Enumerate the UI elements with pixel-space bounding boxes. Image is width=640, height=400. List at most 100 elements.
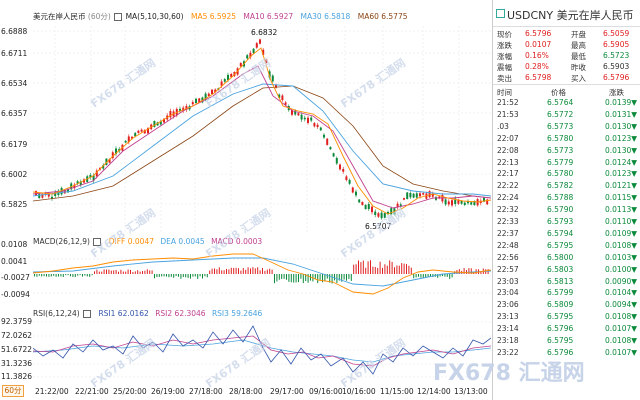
tick-row[interactable]: 22:56 6.5800 0.0103▼: [497, 253, 637, 264]
macd-histogram-bar: [175, 274, 177, 277]
tick-row[interactable]: 23:22 6.5796 0.0107▼: [497, 348, 637, 359]
candle-body: [403, 198, 405, 200]
macd-histogram-bar: [101, 271, 103, 274]
macd-histogram-bar: [281, 274, 283, 279]
macd-histogram-bar: [374, 267, 376, 274]
tick-row[interactable]: 22:13 6.5779 0.0124▼: [497, 158, 637, 169]
settings-icon[interactable]: [496, 9, 505, 18]
tick-row[interactable]: 23:03 6.5813 0.0090▼: [497, 277, 637, 288]
candle-body: [265, 59, 268, 63]
candle-body: [195, 98, 197, 103]
tick-time: 22:48: [497, 240, 519, 250]
macd-histogram-bar: [355, 264, 357, 274]
macd-histogram-bar: [108, 269, 110, 274]
tick-row[interactable]: 22:17 6.5780 0.0123▼: [497, 169, 637, 180]
tick-price: 6.5779: [547, 157, 574, 167]
macd-settings-toggle[interactable]: [93, 238, 102, 246]
tick-row[interactable]: 23:18 6.5795 0.0108▼: [497, 336, 637, 347]
macd-histogram-bar: [379, 261, 381, 274]
tick-row[interactable]: 22:37 6.5794 0.0109▼: [497, 229, 637, 240]
candle-body: [310, 117, 313, 121]
rsi-settings-toggle[interactable]: [83, 310, 92, 318]
tick-row[interactable]: 22:57 6.5803 0.0100▼: [497, 265, 637, 276]
macd-histogram-bar: [156, 274, 158, 278]
candle-body: [38, 194, 41, 199]
tick-time: 22:32: [497, 205, 519, 215]
candle-body: [51, 196, 53, 199]
tick-row[interactable]: 23:04 6.5799 0.0104▼: [497, 288, 637, 299]
candle-body: [431, 193, 434, 197]
candle-body: [281, 95, 284, 101]
tick-time: 22:57: [497, 264, 519, 274]
macd-histogram-bar: [367, 261, 369, 274]
macd-histogram-bar: [377, 267, 379, 274]
quote-row: 卖出 6.5798 买入 6.5796: [497, 73, 637, 84]
macd-histogram-bar: [238, 268, 239, 274]
quote-row: 现价 6.5796 开盘 6.5059: [497, 29, 637, 40]
tick-row[interactable]: 21:52 6.5764 0.0139▼: [497, 98, 637, 109]
macd-histogram-bar: [96, 269, 98, 274]
macd-histogram-bar: [144, 270, 146, 274]
tick-row[interactable]: 23:14 6.5796 0.0107▼: [497, 324, 637, 335]
macd-histogram-bar: [276, 274, 278, 282]
rsi-tick: 51.6722: [1, 345, 33, 354]
macd-histogram-bar: [221, 270, 223, 274]
tick-row[interactable]: 23:06 6.5809 0.0094▼: [497, 300, 637, 311]
candlestick-chart[interactable]: 6.6832 6.5707: [33, 26, 491, 232]
candle-body: [470, 202, 473, 205]
ma30-value: MA30 6.5818: [300, 12, 351, 21]
quote-label: 现价: [497, 30, 512, 39]
tick-table-header: 时间 价格 涨跌: [497, 87, 637, 98]
candle-body: [79, 181, 82, 185]
candle-body: [483, 197, 485, 202]
macd-chart[interactable]: [33, 244, 491, 304]
macd-histogram-bar: [48, 274, 50, 277]
macd-histogram-bar: [168, 274, 170, 278]
time-tick: 28/18:00: [229, 387, 263, 396]
macd-histogram-bar: [226, 268, 227, 274]
candle-body: [399, 204, 402, 206]
tick-row[interactable]: .03 6.5773 0.0130▼: [497, 122, 637, 133]
macd-histogram-bar: [346, 274, 347, 281]
rsi-tick: 11.3826: [1, 372, 33, 381]
candle-body: [143, 129, 146, 134]
tick-time: 23:06: [497, 300, 519, 310]
tick-row[interactable]: 22:33 6.5793 0.0110▼: [497, 217, 637, 228]
quote-title: USDCNY 美元在岸人民币: [507, 7, 634, 23]
macd-histogram-bar: [250, 268, 251, 274]
tick-row[interactable]: 22:07 6.5780 0.0123▼: [497, 134, 637, 145]
tick-row[interactable]: 22:24 6.5788 0.0115▼: [497, 193, 637, 204]
rsi-chart[interactable]: [33, 318, 491, 382]
tick-row[interactable]: 22:22 6.5782 0.0121▼: [497, 181, 637, 192]
tick-change: 0.0094▼: [605, 300, 638, 310]
tick-change: 0.0108▼: [605, 240, 638, 250]
tick-row[interactable]: 22:32 6.5790 0.0113▼: [497, 205, 637, 216]
symbol-title: 美元在岸人民币: [33, 12, 86, 21]
macd-histogram-bar: [170, 274, 172, 277]
candle-body: [303, 117, 306, 120]
quote-value: 6.5903: [603, 62, 630, 71]
tick-price: 6.5788: [547, 193, 574, 203]
tick-row[interactable]: 23:13 6.5795 0.0108▼: [497, 312, 637, 323]
macd-histogram-bar: [187, 274, 189, 278]
candle-body: [460, 200, 463, 204]
period-select[interactable]: 60分: [2, 385, 24, 397]
price-tick: 6.6711: [1, 49, 28, 58]
macd-tick: -0.0094: [1, 290, 30, 299]
rsi-tick: 31.3236: [1, 359, 33, 368]
candle-body: [323, 134, 325, 138]
candle-body: [92, 175, 95, 181]
ma-settings-toggle[interactable]: [114, 13, 123, 21]
macd-histogram-value: MACD 0.0003: [211, 237, 263, 246]
macd-histogram-bar: [420, 274, 422, 278]
time-tick: 26/19:00: [151, 387, 185, 396]
macd-histogram-bar: [46, 274, 47, 277]
tick-row[interactable]: 22:48 6.5795 0.0108▼: [497, 241, 637, 252]
macd-histogram-bar: [84, 274, 86, 276]
candle-body: [140, 129, 143, 132]
quote-value: 0.28%: [525, 62, 549, 71]
macd-histogram-bar: [360, 262, 362, 274]
tick-row[interactable]: 22:08 6.5773 0.0130▼: [497, 146, 637, 157]
tick-row[interactable]: 21:53 6.5772 0.0131▼: [497, 110, 637, 121]
macd-histogram-bar: [401, 263, 403, 274]
